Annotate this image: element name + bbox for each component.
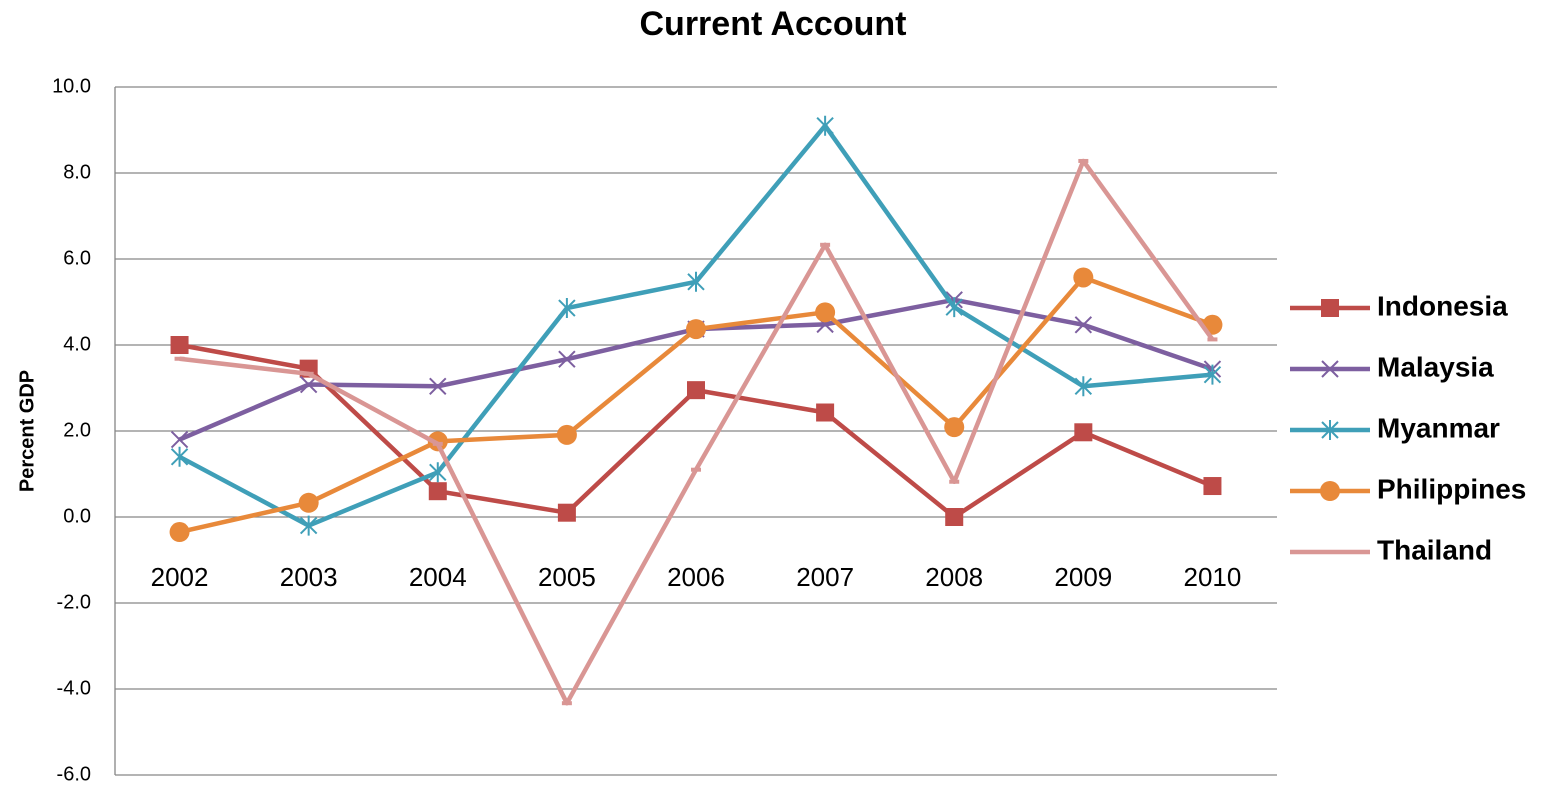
marker-shape (945, 297, 963, 318)
marker (687, 271, 705, 292)
x-tick-label: 2002 (151, 562, 209, 592)
legend-label: Philippines (1377, 473, 1526, 504)
chart-title: Current Account (640, 5, 907, 43)
y-tick-label: 0.0 (63, 505, 91, 527)
marker-shape (815, 302, 836, 323)
marker (427, 431, 448, 452)
marker-shape (558, 350, 576, 368)
x-tick-label: 2005 (538, 562, 596, 592)
marker-shape (429, 377, 447, 395)
marker (1321, 299, 1339, 317)
marker-shape (1320, 481, 1340, 501)
marker (687, 381, 705, 400)
marker (945, 508, 964, 526)
marker (1074, 316, 1093, 334)
marker-shape (1074, 376, 1093, 397)
marker (170, 446, 189, 467)
y-tick-label: 8.0 (63, 161, 91, 183)
y-tick-label: 10.0 (52, 75, 91, 97)
marker (558, 350, 576, 368)
marker-shape (170, 336, 189, 354)
marker (428, 482, 447, 501)
marker-shape (170, 446, 189, 467)
marker-shape (944, 417, 965, 438)
marker (557, 503, 576, 522)
legend-label: Indonesia (1377, 290, 1508, 321)
marker (1203, 477, 1222, 496)
marker (169, 522, 190, 543)
marker-shape (557, 503, 576, 522)
marker (1203, 364, 1222, 385)
marker-shape (1073, 267, 1094, 288)
x-tick-label: 2006 (667, 562, 725, 592)
marker-shape (429, 462, 447, 483)
marker-shape (299, 515, 318, 536)
marker (556, 424, 577, 445)
y-tick-label: -4.0 (57, 677, 91, 699)
x-tick-label: 2010 (1184, 562, 1242, 592)
x-tick-label: 2007 (796, 562, 854, 592)
series-line (179, 158, 1215, 706)
marker-shape (1321, 360, 1339, 378)
marker (686, 319, 706, 340)
marker (1321, 420, 1339, 440)
marker-shape (945, 508, 964, 526)
legend-label: Myanmar (1377, 412, 1500, 443)
marker-shape (558, 298, 576, 319)
marker (429, 462, 447, 483)
marker-shape (1203, 364, 1222, 385)
marker (299, 515, 318, 536)
marker-shape (1203, 477, 1222, 496)
marker (1074, 423, 1093, 442)
marker (558, 298, 576, 319)
legend-label: Thailand (1377, 534, 1492, 565)
marker-shape (687, 271, 705, 292)
marker (816, 403, 835, 422)
marker-shape (1074, 423, 1093, 442)
marker-shape (1321, 420, 1339, 440)
marker (1073, 267, 1094, 288)
marker-shape (170, 430, 189, 449)
marker-shape (169, 522, 190, 543)
x-tick-label: 2008 (925, 562, 983, 592)
marker (170, 430, 189, 449)
y-tick-label: 6.0 (63, 247, 91, 269)
marker-shape (298, 492, 319, 513)
x-tick-label: 2004 (409, 562, 467, 592)
marker (815, 302, 836, 323)
marker (816, 115, 834, 136)
y-axis-label: Percent GDP (16, 370, 38, 492)
marker (1320, 481, 1340, 501)
marker (945, 297, 963, 318)
marker-shape (687, 381, 705, 400)
x-tick-label: 2009 (1054, 562, 1112, 592)
marker (298, 492, 319, 513)
marker-shape (1074, 316, 1093, 334)
marker (1321, 360, 1339, 378)
y-tick-label: -6.0 (57, 763, 91, 785)
x-tick-label: 2003 (280, 562, 338, 592)
y-tick-label: 2.0 (63, 419, 91, 441)
marker-shape (556, 424, 577, 445)
marker (944, 417, 965, 438)
marker (170, 336, 189, 354)
marker-shape (686, 319, 706, 340)
y-tick-label: 4.0 (63, 333, 91, 355)
series-line (179, 275, 1214, 535)
y-tick-label: -2.0 (57, 591, 91, 613)
marker-shape (427, 431, 448, 452)
marker-shape (816, 403, 835, 422)
marker-shape (1321, 299, 1339, 317)
marker (1074, 376, 1093, 397)
legend-label: Malaysia (1377, 351, 1494, 382)
marker-shape (816, 115, 834, 136)
marker-shape (428, 482, 447, 501)
marker (429, 377, 447, 395)
